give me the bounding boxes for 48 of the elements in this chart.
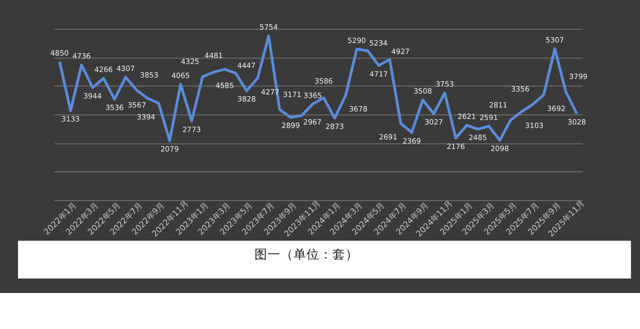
data-label: 4266 (94, 65, 114, 74)
data-label: 3828 (237, 94, 256, 104)
data-label: 3753 (436, 80, 454, 89)
data-label: 2369 (402, 136, 422, 146)
data-label: 4585 (215, 81, 234, 90)
data-label: 3356 (511, 84, 530, 94)
data-label: 2773 (182, 124, 201, 134)
data-label: 2176 (446, 142, 466, 151)
data-label: 3133 (61, 114, 80, 124)
data-label: 2591 (480, 112, 498, 122)
data-label: 4325 (180, 57, 200, 66)
data-label: 4717 (370, 69, 388, 78)
data-label: 4065 (171, 70, 190, 80)
data-label: 3508 (414, 86, 432, 96)
data-label: 3799 (569, 72, 588, 82)
data-label: 3853 (140, 70, 158, 80)
data-label: 3678 (349, 104, 368, 114)
data-label: 4307 (116, 64, 135, 73)
data-label: 5234 (369, 38, 388, 48)
data-label: 5754 (260, 22, 278, 32)
data-label: 3028 (568, 118, 586, 127)
data-label: 3944 (83, 91, 102, 100)
data-label: 2967 (303, 117, 322, 126)
data-label: 3027 (424, 118, 443, 127)
data-label: 2079 (160, 144, 180, 154)
text: 图一（单位：套） (254, 246, 358, 262)
data-label: 3365 (304, 90, 322, 100)
data-label: 2899 (282, 121, 300, 130)
data-label: 4447 (237, 60, 256, 70)
data-label: 2621 (458, 112, 476, 122)
data-label: 2485 (468, 133, 487, 142)
data-label: 3394 (136, 112, 156, 122)
data-label: 2873 (326, 122, 344, 131)
data-label: 4850 (50, 48, 70, 58)
data-label: 3103 (525, 120, 544, 130)
data-label: 3171 (283, 90, 302, 99)
data-label: 3567 (128, 100, 146, 110)
data-label: 2098 (490, 144, 510, 154)
data-label: 2691 (379, 132, 398, 142)
data-label: 5290 (348, 36, 366, 45)
data-label: 4736 (72, 52, 92, 61)
data-label: 4927 (391, 47, 410, 56)
data-label: 2811 (489, 100, 508, 110)
data-label: 5307 (546, 35, 564, 44)
data-label: 3586 (314, 76, 334, 86)
data-label: 4481 (204, 50, 223, 60)
data-label: 3692 (547, 104, 566, 113)
data-label: 3536 (105, 103, 124, 112)
